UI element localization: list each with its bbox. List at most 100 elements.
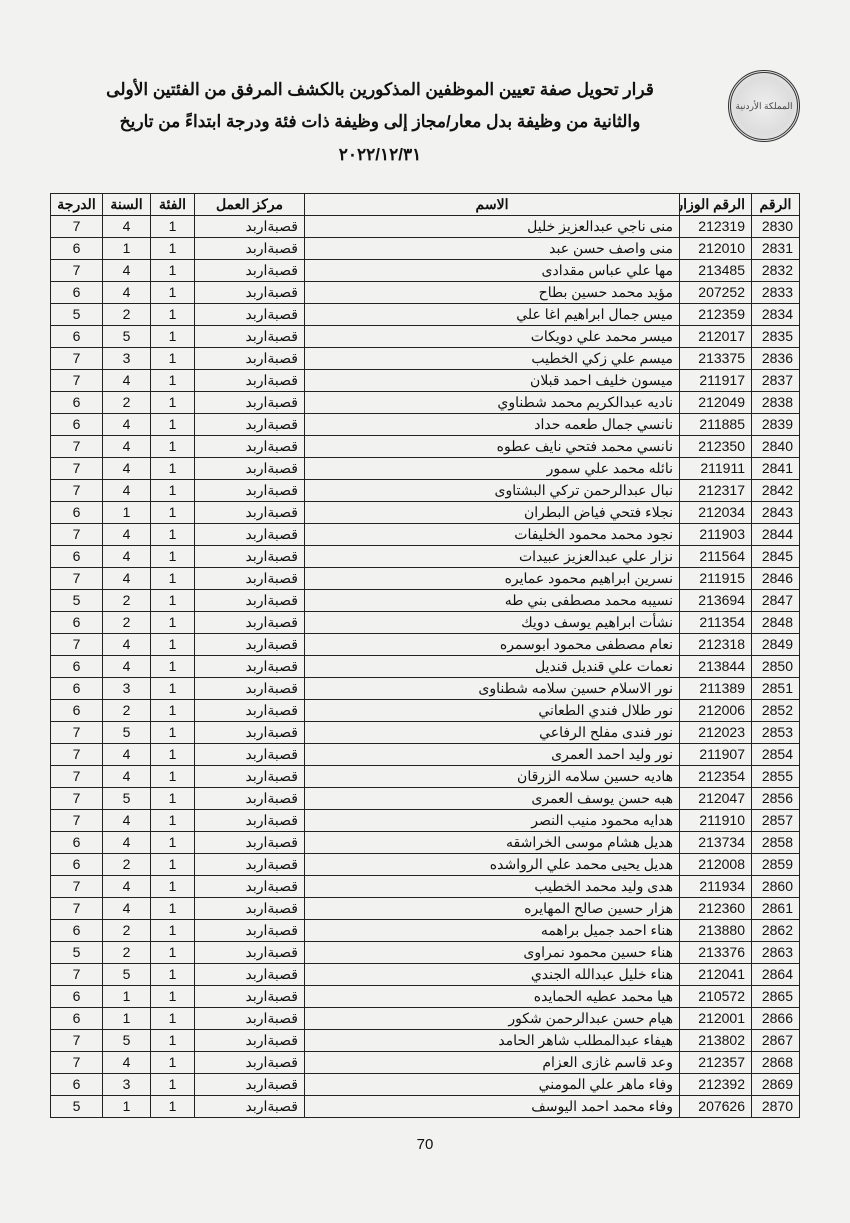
cell-mno: 213694 (680, 589, 752, 611)
cell-year: 4 (103, 457, 151, 479)
cell-cat: 1 (151, 611, 195, 633)
table-row: 2830212319منى ناجي عبدالعزيز خليلقصبةارب… (51, 215, 800, 237)
cell-mno: 212010 (680, 237, 752, 259)
cell-grade: 6 (51, 501, 103, 523)
table-row: 2834212359ميس جمال ابراهيم اغا عليقصبةار… (51, 303, 800, 325)
cell-year: 4 (103, 831, 151, 853)
cell-year: 4 (103, 435, 151, 457)
cell-seq: 2850 (752, 655, 800, 677)
cell-seq: 2847 (752, 589, 800, 611)
cell-name: نجود محمد محمود الخليفات (305, 523, 680, 545)
cell-grade: 7 (51, 523, 103, 545)
cell-seq: 2857 (752, 809, 800, 831)
cell-name: مها علي عباس مقدادى (305, 259, 680, 281)
cell-grade: 7 (51, 435, 103, 457)
table-row: 2849212318نعام مصطفى محمود ابوسمرهقصبةار… (51, 633, 800, 655)
cell-ctr: قصبةاربد (195, 1051, 305, 1073)
cell-mno: 207626 (680, 1095, 752, 1117)
cell-year: 2 (103, 611, 151, 633)
cell-cat: 1 (151, 1095, 195, 1117)
cell-ctr: قصبةاربد (195, 523, 305, 545)
cell-ctr: قصبةاربد (195, 325, 305, 347)
col-name: الاسم (305, 193, 680, 215)
cell-cat: 1 (151, 765, 195, 787)
cell-grade: 6 (51, 655, 103, 677)
cell-year: 4 (103, 479, 151, 501)
cell-mno: 213802 (680, 1029, 752, 1051)
cell-seq: 2836 (752, 347, 800, 369)
table-row: 2843212034نجلاء فتحي فياض البطرانقصبةارب… (51, 501, 800, 523)
cell-cat: 1 (151, 853, 195, 875)
cell-seq: 2833 (752, 281, 800, 303)
table-row: 2866212001هيام حسن عبدالرحمن شكورقصبةارب… (51, 1007, 800, 1029)
official-seal-icon: المملكة الأردنية (728, 70, 800, 142)
cell-year: 4 (103, 897, 151, 919)
cell-seq: 2837 (752, 369, 800, 391)
cell-year: 4 (103, 281, 151, 303)
cell-seq: 2863 (752, 941, 800, 963)
cell-year: 1 (103, 1095, 151, 1117)
cell-seq: 2844 (752, 523, 800, 545)
cell-seq: 2859 (752, 853, 800, 875)
cell-name: هيام حسن عبدالرحمن شكور (305, 1007, 680, 1029)
cell-grade: 7 (51, 787, 103, 809)
table-row: 2851211389نور الاسلام حسين سلامه شطناوىق… (51, 677, 800, 699)
table-row: 2858213734هديل هشام موسى الخراشقهقصبةارب… (51, 831, 800, 853)
cell-name: هناء احمد جميل براهمه (305, 919, 680, 941)
header: المملكة الأردنية قرار تحويل صفة تعيين ال… (50, 70, 800, 171)
cell-mno: 212017 (680, 325, 752, 347)
table-header-row: الرقم الرقم الوزاري الاسم مركز العمل الف… (51, 193, 800, 215)
cell-seq: 2842 (752, 479, 800, 501)
cell-name: هيا محمد عطيه الحمايده (305, 985, 680, 1007)
cell-name: ميسون خليف احمد قبلان (305, 369, 680, 391)
cell-year: 2 (103, 391, 151, 413)
cell-ctr: قصبةاربد (195, 369, 305, 391)
cell-seq: 2831 (752, 237, 800, 259)
cell-grade: 6 (51, 853, 103, 875)
cell-year: 4 (103, 1051, 151, 1073)
cell-ctr: قصبةاربد (195, 831, 305, 853)
cell-seq: 2868 (752, 1051, 800, 1073)
cell-mno: 213844 (680, 655, 752, 677)
cell-grade: 6 (51, 1073, 103, 1095)
cell-ctr: قصبةاربد (195, 963, 305, 985)
cell-mno: 212354 (680, 765, 752, 787)
cell-name: نسرين ابراهيم محمود عمايره (305, 567, 680, 589)
cell-cat: 1 (151, 721, 195, 743)
cell-mno: 212041 (680, 963, 752, 985)
cell-mno: 207252 (680, 281, 752, 303)
cell-name: هبه حسن يوسف العمرى (305, 787, 680, 809)
table-row: 2846211915نسرين ابراهيم محمود عمايرهقصبة… (51, 567, 800, 589)
cell-ctr: قصبةاربد (195, 589, 305, 611)
cell-year: 3 (103, 347, 151, 369)
cell-name: هزار حسين صالح المهايره (305, 897, 680, 919)
cell-year: 4 (103, 259, 151, 281)
cell-grade: 7 (51, 369, 103, 391)
table-row: 2835212017ميسر محمد علي دويكاتقصبةاربد15… (51, 325, 800, 347)
cell-grade: 6 (51, 281, 103, 303)
cell-year: 5 (103, 325, 151, 347)
table-row: 2838212049ناديه عبدالكريم محمد شطناويقصب… (51, 391, 800, 413)
cell-seq: 2849 (752, 633, 800, 655)
cell-grade: 7 (51, 743, 103, 765)
cell-name: هدايه محمود منيب النصر (305, 809, 680, 831)
cell-ctr: قصبةاربد (195, 655, 305, 677)
cell-cat: 1 (151, 655, 195, 677)
cell-name: نعمات علي قنديل قنديل (305, 655, 680, 677)
cell-mno: 211934 (680, 875, 752, 897)
cell-ctr: قصبةاربد (195, 457, 305, 479)
cell-ctr: قصبةاربد (195, 1029, 305, 1051)
cell-cat: 1 (151, 919, 195, 941)
cell-mno: 212008 (680, 853, 752, 875)
cell-year: 4 (103, 369, 151, 391)
cell-name: نجلاء فتحي فياض البطران (305, 501, 680, 523)
cell-mno: 211907 (680, 743, 752, 765)
cell-cat: 1 (151, 743, 195, 765)
table-row: 2867213802هيفاء عبدالمطلب شاهر الحامدقصب… (51, 1029, 800, 1051)
cell-name: نعام مصطفى محمود ابوسمره (305, 633, 680, 655)
cell-ctr: قصبةاربد (195, 1095, 305, 1117)
cell-cat: 1 (151, 787, 195, 809)
cell-grade: 7 (51, 809, 103, 831)
cell-seq: 2866 (752, 1007, 800, 1029)
cell-ctr: قصبةاربد (195, 413, 305, 435)
